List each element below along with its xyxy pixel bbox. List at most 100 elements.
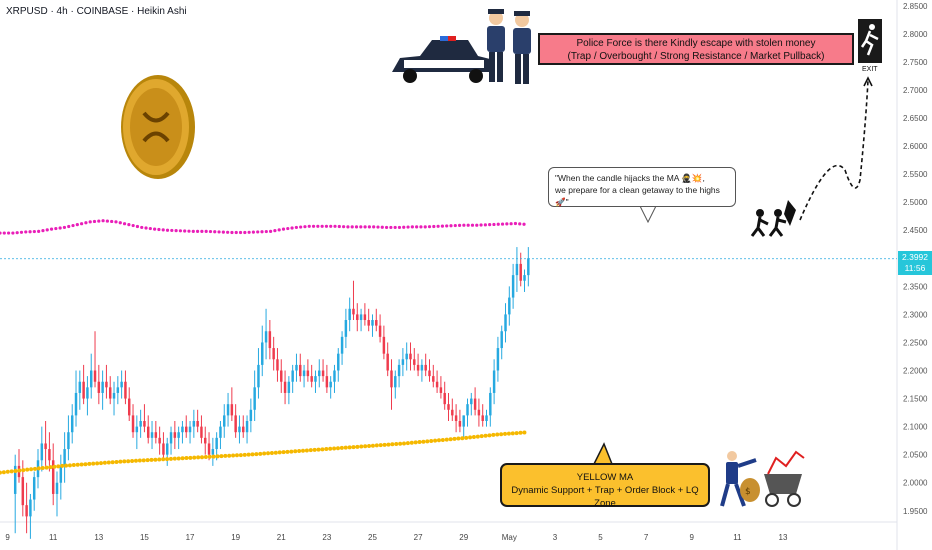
candle <box>188 421 192 444</box>
candle <box>283 370 287 405</box>
magenta-ma-line <box>0 219 526 235</box>
candle <box>378 314 382 343</box>
candle <box>302 364 306 388</box>
x-tick-label: 29 <box>459 533 468 542</box>
candle <box>295 353 298 382</box>
candle <box>344 308 348 349</box>
candle <box>143 404 146 433</box>
x-tick-label: 7 <box>644 533 649 542</box>
candle <box>371 314 374 337</box>
y-tick-label: 2.2000 <box>903 367 928 376</box>
candle <box>367 308 370 332</box>
candle <box>17 449 21 483</box>
candle <box>527 247 530 287</box>
candle <box>466 398 469 427</box>
candle <box>264 308 268 360</box>
candle <box>211 437 215 466</box>
y-tick-label: 2.3000 <box>903 310 928 319</box>
y-tick-label: 2.8000 <box>903 30 928 39</box>
candle <box>333 364 336 393</box>
candle <box>287 376 291 405</box>
candle <box>299 353 302 382</box>
exit-runner-icon <box>858 19 882 63</box>
candle <box>337 348 340 382</box>
candle <box>82 364 85 405</box>
candle <box>314 370 317 393</box>
candle <box>257 348 260 399</box>
candle <box>150 421 154 450</box>
candle <box>485 409 488 427</box>
candle <box>511 263 515 309</box>
exit-label: EXIT <box>862 66 878 73</box>
candle <box>108 376 112 405</box>
candle <box>462 415 465 438</box>
candle <box>40 426 44 472</box>
x-tick-label: 27 <box>414 533 423 542</box>
candle <box>63 432 66 483</box>
candle <box>401 348 405 377</box>
candle <box>382 325 386 360</box>
candle <box>363 303 367 326</box>
candle <box>340 331 344 365</box>
candle <box>139 409 142 438</box>
candle <box>166 437 169 466</box>
candle <box>356 303 359 332</box>
candle <box>458 409 462 433</box>
x-tick-label: 23 <box>322 533 331 542</box>
y-tick-label: 2.7500 <box>903 58 928 67</box>
candle <box>219 421 222 450</box>
candle <box>359 308 363 332</box>
candle <box>112 381 116 416</box>
candle <box>200 415 203 444</box>
x-tick-label: 13 <box>94 533 103 542</box>
candle <box>390 359 393 410</box>
y-tick-label: 2.6000 <box>903 142 928 151</box>
candle <box>325 364 329 393</box>
x-tick-label: 17 <box>186 533 195 542</box>
candle <box>413 348 416 371</box>
bar-countdown: 11:56 <box>904 263 926 273</box>
candle <box>432 364 435 388</box>
candle <box>78 370 82 410</box>
candle <box>55 471 59 517</box>
candle <box>261 325 264 377</box>
x-axis: 9 11 13 15 17 19 21 23 25 27 29 May 3 5 7 9 11 13 <box>5 533 788 542</box>
candle <box>242 415 245 438</box>
candle <box>158 426 161 455</box>
candle <box>272 336 275 371</box>
x-tick-label: 13 <box>779 533 788 542</box>
robber-icon <box>750 200 796 237</box>
candle <box>234 404 237 438</box>
candle <box>500 325 503 360</box>
y-tick-label: 2.8500 <box>903 2 928 11</box>
candle <box>70 404 74 444</box>
y-tick-label: 2.4500 <box>903 226 928 235</box>
current-price-tag: 2.3992 11:56 <box>898 251 932 275</box>
x-tick-label: 5 <box>598 533 603 542</box>
candle <box>230 387 234 422</box>
x-tick-label: 21 <box>277 533 286 542</box>
candle <box>504 303 507 343</box>
candle <box>489 387 492 427</box>
candle <box>321 359 325 382</box>
yellow-ma-callout: YELLOW MA Dynamic Support + Trap + Order… <box>500 463 710 509</box>
candle <box>59 454 63 500</box>
illustrations: $ <box>121 9 882 507</box>
yellow-ma-line1: YELLOW MA <box>576 472 634 483</box>
police-callout-line2: (Trap / Overbought / Strong Resistance /… <box>567 51 825 62</box>
candle <box>416 353 420 377</box>
y-tick-label: 2.1500 <box>903 395 928 404</box>
x-tick-label: May <box>502 533 517 542</box>
candle <box>405 342 408 371</box>
x-tick-label: 11 <box>49 533 58 542</box>
candle <box>253 370 256 422</box>
candle <box>451 398 454 422</box>
x-tick-label: 9 <box>690 533 695 542</box>
candle <box>135 415 139 450</box>
x-tick-label: 19 <box>231 533 240 542</box>
y-tick-label: 2.5500 <box>903 170 928 179</box>
candle <box>177 426 180 450</box>
y-tick-label: 1.9500 <box>903 507 928 516</box>
x-tick-label: 25 <box>368 533 377 542</box>
